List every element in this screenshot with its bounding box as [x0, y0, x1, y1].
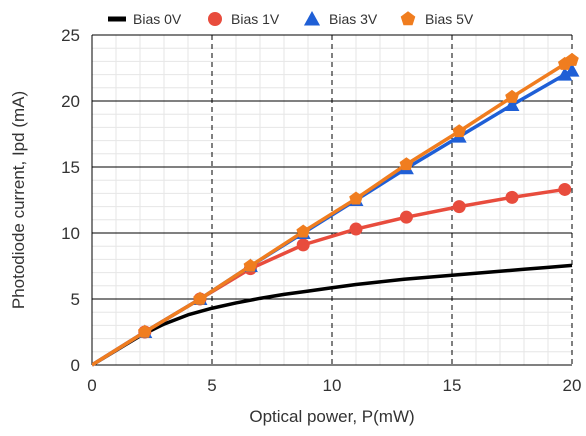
y-tick-label: 5 [71, 290, 80, 309]
x-tick-label: 10 [323, 376, 342, 395]
y-tick-label: 20 [61, 92, 80, 111]
data-point-bias-5v [138, 324, 152, 338]
data-point-bias-3v [504, 97, 520, 111]
data-point-bias-5v [243, 258, 258, 272]
y-tick-label: 25 [61, 26, 80, 45]
x-tick-label: 15 [443, 376, 462, 395]
series-line-bias-0v [92, 263, 573, 367]
y-tick-label: 15 [61, 158, 80, 177]
legend-swatch-bias-3v [303, 10, 321, 26]
x-tick-label: 20 [563, 376, 582, 395]
x-axis-title: Optical power, P(mW) [249, 407, 414, 426]
data-point-bias-1v [505, 190, 519, 204]
x-tick-label: 0 [87, 376, 96, 395]
y-axis-title: Photodiode current, Ipd (mA) [9, 91, 28, 309]
data-point-bias-1v [558, 182, 572, 196]
data-point-bias-5v [399, 157, 414, 171]
data-point-bias-5v [193, 291, 207, 305]
data-point-bias-5v [565, 52, 579, 66]
data-point-bias-1v [399, 210, 413, 224]
data-point-bias-5v [452, 124, 466, 138]
y-tick-label: 10 [61, 224, 80, 243]
data-point-bias-5v [349, 191, 363, 205]
legend-swatch-bias-5v [400, 11, 416, 26]
legend-swatch-bias-1v [208, 12, 222, 26]
data-point-bias-5v [505, 89, 519, 103]
data-point-bias-3v [564, 63, 580, 77]
legend-label-bias-0v: Bias 0V [133, 11, 182, 27]
data-point-bias-5v [296, 224, 310, 238]
y-tick-label: 0 [71, 356, 80, 375]
data-point-bias-1v [452, 200, 466, 214]
legend-label-bias-1v: Bias 1V [231, 11, 280, 27]
data-point-bias-1v [349, 222, 363, 236]
data-point-bias-1v [296, 238, 310, 252]
legend-label-bias-3v: Bias 3V [329, 11, 378, 27]
legend-label-bias-5v: Bias 5V [425, 11, 474, 27]
legend-swatch-bias-0v [108, 16, 126, 22]
x-tick-label: 5 [207, 376, 216, 395]
data-point-bias-3v [557, 67, 573, 81]
